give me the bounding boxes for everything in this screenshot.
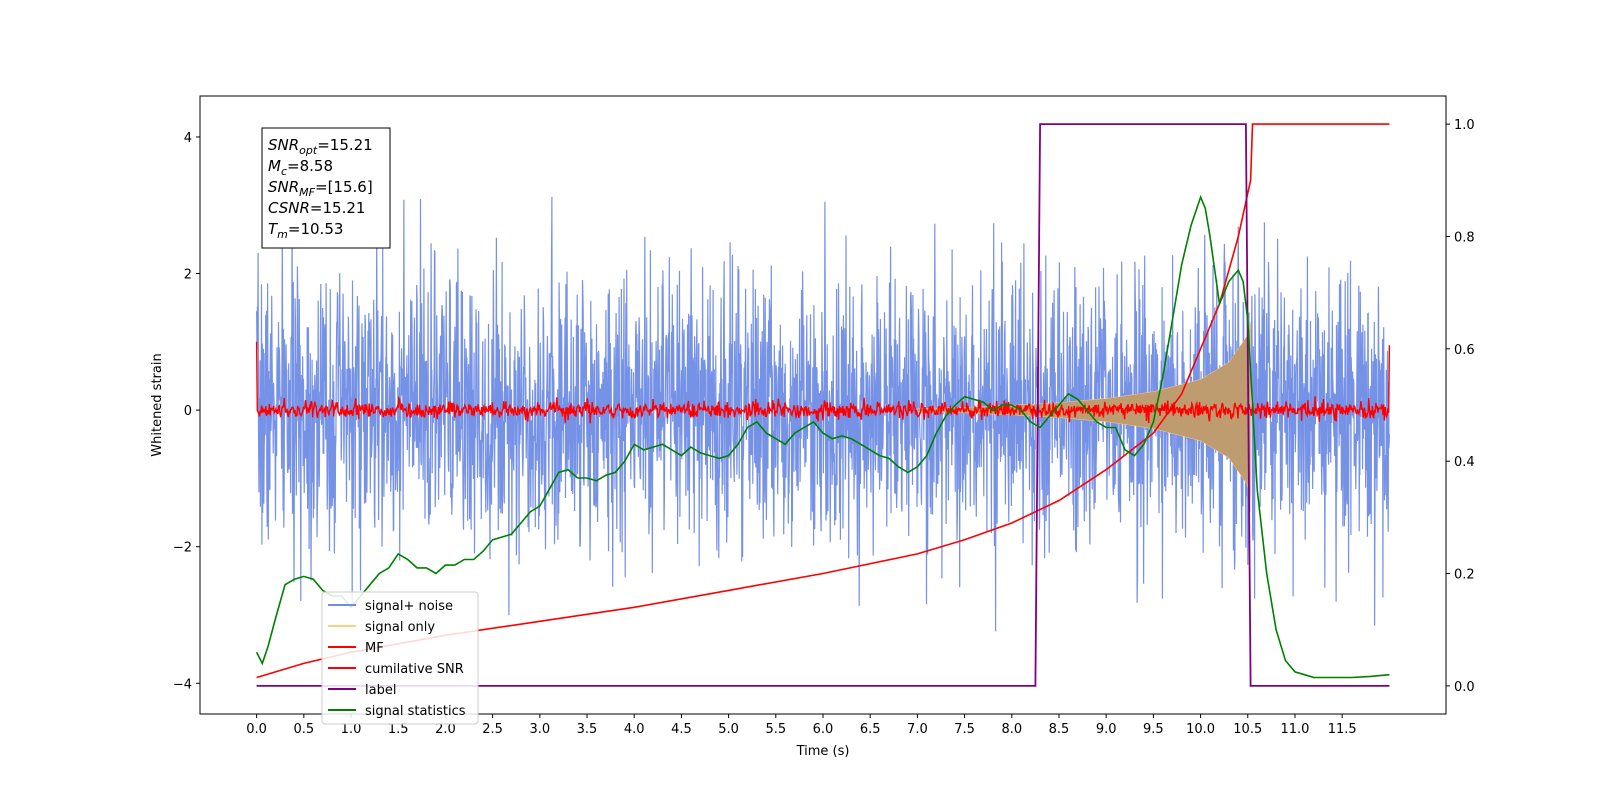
- y-tick-label: −4: [173, 677, 192, 692]
- y2-tick-label: 0.6: [1454, 343, 1475, 358]
- x-tick-label: 3.0: [529, 722, 550, 737]
- x-tick-label: 0.0: [246, 722, 267, 737]
- series-signal-statistics: [255, 194, 1390, 679]
- y-axis-label: Whitened strain: [150, 353, 165, 456]
- annotation-line: SNRMF=[15.6]: [268, 178, 373, 199]
- y2-tick-label: 0.0: [1454, 680, 1475, 695]
- legend-label: signal+ noise: [365, 599, 453, 614]
- annotation-line: Tm=10.53: [268, 220, 343, 241]
- y-axis-left: −4 −2 0 2 4: [173, 131, 200, 692]
- y2-tick-label: 0.8: [1454, 230, 1475, 245]
- x-tick-label: 11.5: [1328, 722, 1357, 737]
- y-tick-label: 0: [184, 404, 192, 419]
- x-axis-label: Time (s): [796, 744, 850, 759]
- x-tick-label: 10.0: [1186, 722, 1215, 737]
- x-tick-label: 2.5: [482, 722, 503, 737]
- x-tick-label: 1.0: [341, 722, 362, 737]
- legend-label: cumilative SNR: [365, 662, 464, 677]
- legend: signal+ noise signal only MF cumilative SNR…: [321, 591, 479, 725]
- plot-area: [255, 123, 1391, 687]
- annotation-line: Mc=8.58: [268, 157, 333, 178]
- legend-label: label: [365, 683, 396, 698]
- x-tick-label: 7.5: [954, 722, 975, 737]
- x-tick-label: 1.5: [388, 722, 409, 737]
- y-tick-label: 4: [184, 131, 192, 146]
- x-tick-label: 9.0: [1096, 722, 1117, 737]
- x-axis: 0.0 0.5 1.0 1.5 2.0 2.5 3.0 3.5 4.0 4.5 5.0 5.5 6.0 6…: [246, 714, 1357, 737]
- x-tick-label: 2.0: [435, 722, 456, 737]
- x-tick-label: 5.0: [718, 722, 739, 737]
- series-mf: [255, 341, 1391, 424]
- annotation-box-frame: [261, 127, 391, 249]
- legend-frame: [321, 591, 479, 725]
- annotation-line: SNRopt=15.21: [268, 136, 373, 157]
- x-tick-label: 4.0: [624, 722, 645, 737]
- y2-tick-label: 0.2: [1454, 568, 1475, 583]
- x-tick-label: 8.5: [1049, 722, 1070, 737]
- x-tick-label: 7.0: [907, 722, 928, 737]
- x-tick-label: 4.5: [671, 722, 692, 737]
- legend-label: MF: [365, 641, 384, 656]
- y-axis-right: 0.0 0.2 0.4 0.6 0.8 1.0: [1446, 118, 1475, 695]
- x-tick-label: 0.5: [293, 722, 314, 737]
- legend-label: signal only: [365, 620, 435, 635]
- x-tick-label: 5.5: [765, 722, 786, 737]
- x-tick-label: 11.0: [1280, 722, 1309, 737]
- annotation-line: CSNR=15.21: [268, 199, 365, 217]
- y-tick-label: −2: [173, 541, 192, 556]
- x-tick-label: 3.5: [577, 722, 598, 737]
- y2-tick-label: 0.4: [1454, 455, 1475, 470]
- series-label: [256, 123, 1390, 687]
- y2-tick-label: 1.0: [1454, 118, 1475, 133]
- y-tick-label: 2: [184, 268, 192, 283]
- x-tick-label: 6.0: [813, 722, 834, 737]
- x-tick-label: 9.5: [1143, 722, 1164, 737]
- x-tick-label: 6.5: [860, 722, 881, 737]
- x-tick-label: 10.5: [1233, 722, 1262, 737]
- legend-label: signal statistics: [365, 704, 466, 719]
- x-tick-label: 8.0: [1001, 722, 1022, 737]
- annotation-box: SNRopt=15.21Mc=8.58SNRMF=[15.6]CSNR=15.2…: [261, 127, 391, 249]
